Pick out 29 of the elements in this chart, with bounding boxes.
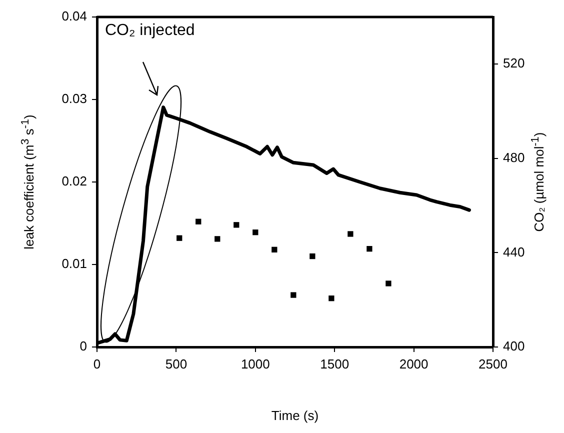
x-tick-label: 2500 (478, 356, 508, 372)
y2-tick-label: 520 (503, 56, 525, 71)
point (310, 253, 316, 260)
x-tick-label: 1500 (320, 356, 350, 372)
point (252, 229, 258, 236)
x-tick-label: 1000 (240, 356, 270, 372)
point (290, 292, 296, 298)
y2-tick-label: 400 (503, 338, 525, 354)
point (386, 280, 392, 286)
y-tick-label: 0.03 (62, 91, 87, 106)
x-axis-title: Time (s) (271, 408, 319, 423)
point (234, 222, 240, 228)
point (272, 246, 278, 252)
point (196, 218, 202, 224)
point (348, 231, 354, 237)
x-tick-label: 0 (93, 356, 101, 372)
point (176, 235, 182, 241)
annotation: CO₂ injected (105, 22, 195, 40)
y2-tick-label: 440 (503, 244, 525, 260)
point (214, 236, 220, 242)
point (328, 295, 334, 302)
y2-tick-label: 480 (503, 150, 525, 166)
x-tick-label: 500 (165, 356, 188, 372)
y-tick-label: 0 (80, 338, 87, 354)
y-tick-label: 0.01 (62, 256, 87, 272)
point (366, 246, 372, 252)
y-tick-label: 0.04 (62, 8, 87, 24)
x-tick-label: 2000 (399, 356, 428, 372)
y-tick-label: 0.02 (62, 174, 87, 189)
